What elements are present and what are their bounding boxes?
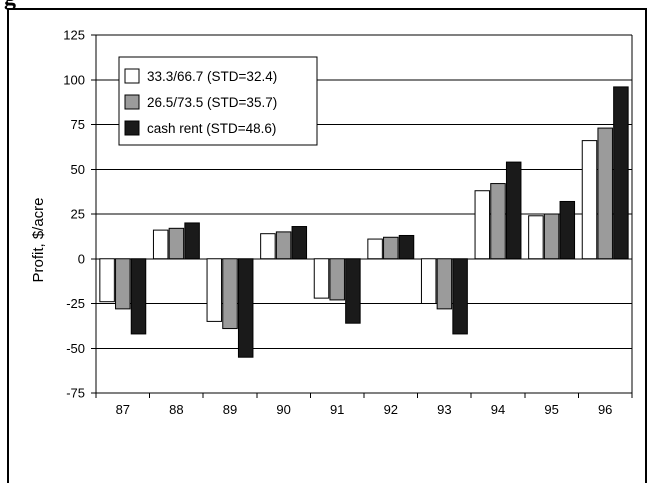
y-tick-label: -50 xyxy=(66,341,85,356)
x-tick-label: 92 xyxy=(384,402,398,417)
y-tick-label: -75 xyxy=(66,386,85,401)
legend-entry: cash rent (STD=48.6) xyxy=(147,121,276,136)
y-tick-label: -25 xyxy=(66,296,85,311)
y-tick-label: 0 xyxy=(78,251,85,266)
x-tick-labels: 87 88 89 90 91 92 93 94 95 96 xyxy=(116,402,613,417)
bar[interactable] xyxy=(329,258,345,301)
bar[interactable] xyxy=(436,258,453,310)
legend-box xyxy=(118,56,318,146)
x-tick-label: 91 xyxy=(330,402,344,417)
chart-frame xyxy=(7,8,647,483)
x-tick-label: 90 xyxy=(276,402,290,417)
bars xyxy=(99,86,629,358)
y-tick-label: 75 xyxy=(71,117,85,132)
legend: 33.3/66.7 (STD=32.4) 26.5/73.5 (STD=35.7)… xyxy=(118,56,318,146)
y-tick-label: 50 xyxy=(71,162,85,177)
bar[interactable] xyxy=(99,258,115,303)
y-tick-label: 25 xyxy=(71,207,85,222)
bar[interactable] xyxy=(581,140,598,260)
x-tick-label: 96 xyxy=(598,402,612,417)
bar[interactable] xyxy=(206,258,223,322)
legend-entry: 33.3/66.7 (STD=32.4) xyxy=(147,69,277,84)
bar[interactable] xyxy=(452,258,468,335)
x-tick-label: 89 xyxy=(223,402,237,417)
legend-swatch xyxy=(124,94,140,110)
bar[interactable] xyxy=(130,258,147,335)
y-tick-label: 125 xyxy=(63,28,85,43)
bar[interactable] xyxy=(275,231,292,260)
legend-entry: 26.5/73.5 (STD=35.7) xyxy=(147,95,277,110)
bar[interactable] xyxy=(152,229,169,260)
bar[interactable] xyxy=(505,161,522,260)
legend-swatch xyxy=(124,68,140,84)
bar[interactable] xyxy=(222,258,238,330)
y-tick-label: 100 xyxy=(63,72,85,87)
page-heading-fragment: g xyxy=(4,0,16,10)
bar[interactable] xyxy=(367,238,383,260)
bar[interactable] xyxy=(237,258,254,358)
bar[interactable] xyxy=(345,258,361,324)
y-tick-labels: 125 100 75 50 25 0 -25 -50 -75 xyxy=(63,28,85,401)
bar[interactable] xyxy=(184,222,200,260)
bar[interactable] xyxy=(490,183,506,260)
bar[interactable] xyxy=(291,226,308,260)
bar[interactable] xyxy=(528,215,544,260)
x-tick-label: 88 xyxy=(169,402,183,417)
bar[interactable] xyxy=(474,190,491,260)
legend-swatch xyxy=(124,120,140,136)
bar[interactable] xyxy=(543,213,560,260)
bar[interactable] xyxy=(597,127,613,260)
x-tick-label: 95 xyxy=(544,402,558,417)
bar[interactable] xyxy=(260,233,276,260)
gridlines xyxy=(96,34,632,349)
y-axis-label: Profit, $/acre xyxy=(30,197,47,282)
bar[interactable] xyxy=(115,258,131,310)
bar[interactable] xyxy=(398,234,415,260)
bar[interactable] xyxy=(313,258,330,299)
x-tick-label: 93 xyxy=(437,402,451,417)
bar[interactable] xyxy=(420,258,437,304)
x-tick-label: 87 xyxy=(116,402,130,417)
axes xyxy=(91,34,633,398)
x-tick-label: 94 xyxy=(491,402,505,417)
bar[interactable] xyxy=(168,227,185,260)
bar[interactable] xyxy=(613,86,629,260)
bar[interactable] xyxy=(383,236,399,260)
bar[interactable] xyxy=(559,200,576,260)
